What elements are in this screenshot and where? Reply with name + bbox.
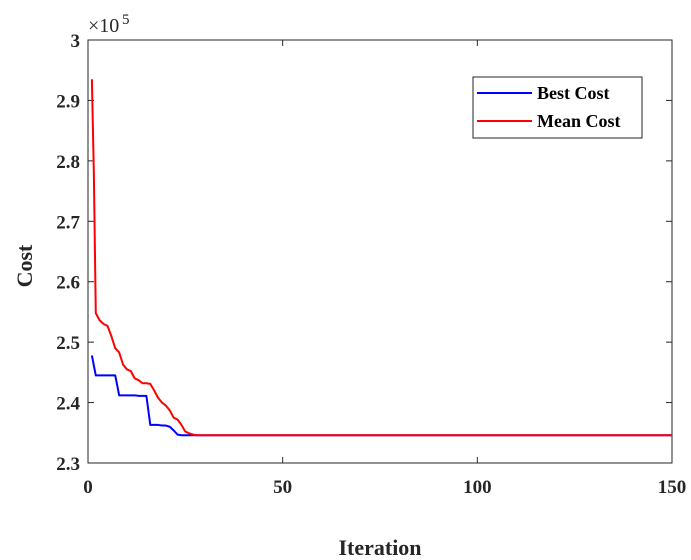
y-tick-label: 2.9 <box>56 91 80 112</box>
x-tick-label: 100 <box>463 477 492 498</box>
y-axis-title: Cost <box>12 244 37 287</box>
legend-box <box>472 76 643 139</box>
y-tick-label: 2.8 <box>56 152 80 173</box>
series-layer <box>90 79 672 437</box>
y-tick-label: 2.3 <box>56 454 80 475</box>
y-exponent-power: 5 <box>122 12 130 28</box>
series-line-mean-cost <box>90 79 672 437</box>
y-tick-label: 2.7 <box>56 212 80 233</box>
x-tick-label: 150 <box>658 477 687 498</box>
x-tick-label: 0 <box>83 477 93 498</box>
legend-label-mean-cost: Mean Cost <box>537 111 621 131</box>
series-line-best-cost <box>90 355 672 437</box>
legend-label-best-cost: Best Cost <box>537 83 610 103</box>
y-tick-label: 2.5 <box>56 333 80 354</box>
y-axis: 2.3 2.4 2.5 2.6 2.7 2.8 2.9 3 <box>56 31 672 475</box>
x-tick-label: 50 <box>273 477 292 498</box>
x-axis-title: Iteration <box>338 535 421 560</box>
y-exponent-base: ×10 <box>88 15 119 37</box>
y-exponent-label: ×10 5 <box>88 12 130 37</box>
y-tick-label: 2.6 <box>56 273 80 294</box>
legend: Best Cost Mean Cost <box>472 76 643 139</box>
y-tick-label: 2.4 <box>56 394 80 415</box>
x-axis: 0 50 100 150 <box>83 40 686 498</box>
y-tick-label: 3 <box>71 31 81 52</box>
